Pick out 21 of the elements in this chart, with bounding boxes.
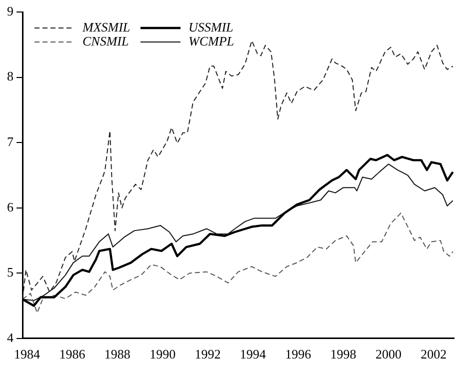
x-tick-label: 2002 [420,346,447,362]
legend-label: CNSMIL [82,33,129,48]
y-tick-label: 5 [7,264,14,280]
x-tick-label: 1994 [240,346,266,362]
x-tick-label: 1986 [59,346,86,362]
y-tick-label: 9 [7,3,14,18]
x-tick-label: 1996 [285,346,312,362]
y-tick-label: 4 [7,330,14,345]
legend-label: WCMPL [188,33,234,48]
y-tick-label: 7 [7,134,14,149]
line-series [22,212,454,314]
legend-label: MXSMIL [82,19,130,34]
x-tick-label: 1992 [194,346,221,362]
x-tick-label: 2000 [375,346,402,362]
x-tick-label: 1984 [14,346,41,362]
y-tick-label: 6 [7,199,14,214]
legend-label: USSMIL [188,19,234,34]
x-tick-label: 1988 [104,346,130,362]
y-tick-label: 8 [7,68,14,84]
x-tick-label: 1990 [150,346,176,362]
x-tick-label: 1998 [330,346,356,362]
